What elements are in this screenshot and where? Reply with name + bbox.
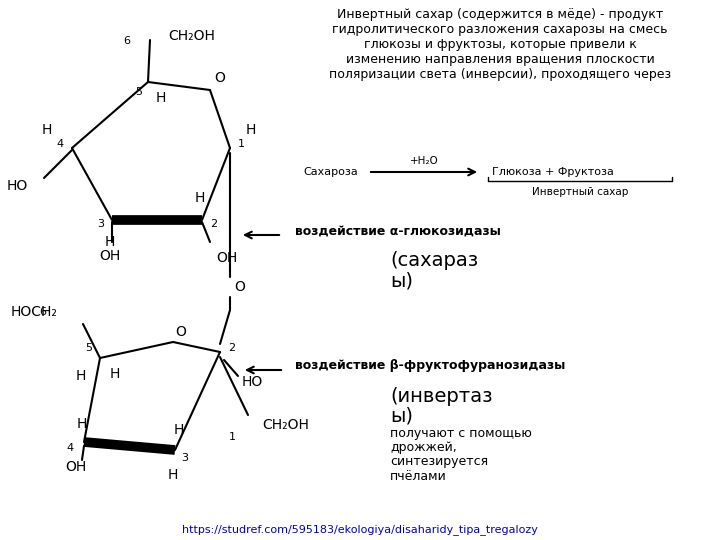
Text: HOCH₂: HOCH₂ xyxy=(11,305,58,319)
Text: H: H xyxy=(246,123,256,137)
Text: H: H xyxy=(174,423,184,437)
Text: H: H xyxy=(77,417,87,431)
Text: синтезируется: синтезируется xyxy=(390,456,488,469)
Text: H: H xyxy=(42,123,52,137)
Text: (инвертаз: (инвертаз xyxy=(390,387,492,406)
Text: H: H xyxy=(168,468,178,482)
Text: воздействие β-фруктофуранозидазы: воздействие β-фруктофуранозидазы xyxy=(295,360,565,373)
Text: OH: OH xyxy=(216,251,238,265)
Text: OH: OH xyxy=(99,249,121,263)
Text: HO: HO xyxy=(6,179,28,193)
Text: 5: 5 xyxy=(135,87,142,97)
Text: 3: 3 xyxy=(181,453,188,463)
Text: CH₂OH: CH₂OH xyxy=(262,418,309,432)
Text: воздействие α-глюкозидазы: воздействие α-глюкозидазы xyxy=(295,225,501,238)
Text: ы): ы) xyxy=(390,407,413,426)
Text: 1: 1 xyxy=(238,139,245,149)
Text: HO: HO xyxy=(242,375,264,389)
Text: O: O xyxy=(175,325,186,339)
Text: 4: 4 xyxy=(57,139,64,149)
Text: H: H xyxy=(110,367,120,381)
Text: 4: 4 xyxy=(67,443,74,453)
Text: 1: 1 xyxy=(229,432,236,442)
Text: CH₂OH: CH₂OH xyxy=(168,29,215,43)
Text: O: O xyxy=(214,71,225,85)
Text: +H₂O: +H₂O xyxy=(410,156,438,166)
Text: получают с помощью: получают с помощью xyxy=(390,428,532,441)
Text: O: O xyxy=(234,280,245,294)
Text: 2: 2 xyxy=(228,343,235,353)
Text: 6: 6 xyxy=(39,307,46,317)
Text: (сахараз: (сахараз xyxy=(390,252,478,271)
Text: Глюкоза + Фруктоза: Глюкоза + Фруктоза xyxy=(492,167,614,177)
Text: 3: 3 xyxy=(97,219,104,229)
Text: H: H xyxy=(195,191,205,205)
Text: Сахароза: Сахароза xyxy=(303,167,358,177)
Text: 6: 6 xyxy=(123,36,130,46)
Text: пчёлами: пчёлами xyxy=(390,469,446,483)
Text: дрожжей,: дрожжей, xyxy=(390,442,456,455)
Text: H: H xyxy=(156,91,166,105)
Text: H: H xyxy=(105,235,115,249)
Text: 2: 2 xyxy=(210,219,217,229)
Text: Инвертный сахар: Инвертный сахар xyxy=(532,187,628,197)
Text: https://studref.com/595183/ekologiya/disaharidy_tipa_tregalozy: https://studref.com/595183/ekologiya/dis… xyxy=(182,524,538,536)
Text: Инвертный сахар (содержится в мёде) - продукт
гидролитического разложения сахаро: Инвертный сахар (содержится в мёде) - пр… xyxy=(329,8,671,81)
Text: 5: 5 xyxy=(85,343,92,353)
Text: OH: OH xyxy=(66,460,86,474)
Text: H: H xyxy=(76,369,86,383)
Text: ы): ы) xyxy=(390,272,413,291)
